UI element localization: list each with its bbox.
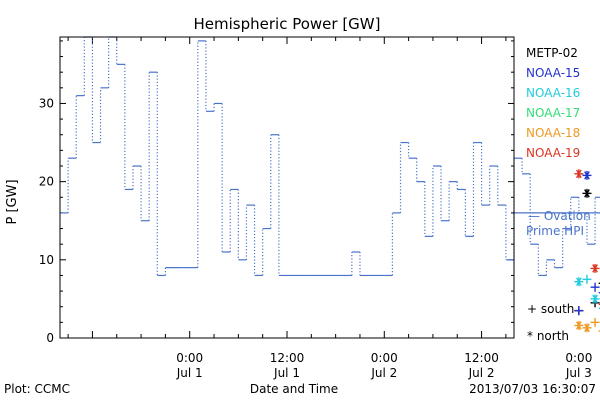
marker-north-noaa-18 [582, 323, 592, 333]
y-tick-label: 30 [39, 96, 54, 110]
marker-north-noaa-15 [582, 170, 592, 180]
marker-north-noaa-19 [574, 169, 584, 179]
legend-entry-noaa-17: NOAA-17 [526, 106, 580, 120]
legend-entry-metp-02: METP-02 [526, 46, 578, 60]
marker-north-noaa-19 [590, 263, 600, 273]
marker-south-noaa-18 [590, 317, 600, 327]
x-tick-time-label: 0:00 [176, 351, 203, 365]
legend-symbol-south: + south [527, 302, 574, 316]
x-tick-time-label: 12:00 [464, 351, 499, 365]
chart-title: Hemispheric Power [GW] [194, 15, 381, 33]
y-tick-label: 0 [46, 331, 54, 345]
plot-frame [59, 36, 515, 339]
legend-entry-noaa-16: NOAA-16 [526, 86, 580, 100]
marker-south-noaa-15 [574, 306, 584, 316]
x-tick-time-label: 0:00 [565, 351, 592, 365]
legend-ovation-line2: Prime HPI [526, 224, 584, 238]
x-tick-time-label: 12:00 [270, 351, 305, 365]
legend-entry-noaa-18: NOAA-18 [526, 126, 580, 140]
marker-south-noaa-16 [582, 274, 592, 284]
legend-symbol-north: * north [527, 329, 569, 343]
footer-timestamp: 2013/07/03 16:30:07 [469, 382, 596, 396]
y-axis-label: P [GW] [5, 179, 20, 224]
x-tick-date-label: Jul 1 [273, 366, 300, 380]
x-tick-time-label: 0:00 [371, 351, 398, 365]
legend: METP-02 NOAA-15 NOAA-16 NOAA-17 NOAA-18 NOAA-… [526, 46, 591, 343]
y-tick-label: 10 [39, 253, 54, 267]
footer-plot-credit: Plot: CCMC [4, 382, 70, 396]
y-tick-label: 20 [39, 175, 54, 189]
x-axis-label: Date and Time [250, 382, 338, 396]
legend-entry-noaa-19: NOAA-19 [526, 146, 580, 160]
marker-north-metp-02 [582, 188, 592, 198]
legend-ovation-line1: — Ovation [528, 209, 591, 223]
legend-entry-noaa-15: NOAA-15 [526, 66, 580, 80]
x-tick-date-label: Jul 2 [468, 366, 495, 380]
x-tick-date-label: Jul 2 [370, 366, 397, 380]
marker-north-noaa-16 [574, 277, 584, 287]
x-tick-date-label: Jul 1 [176, 366, 203, 380]
x-tick-date-label: Jul 3 [565, 366, 592, 380]
marker-south-noaa-15 [590, 282, 600, 292]
marker-north-noaa-18 [574, 320, 584, 330]
marker-north-noaa-16 [590, 294, 600, 304]
